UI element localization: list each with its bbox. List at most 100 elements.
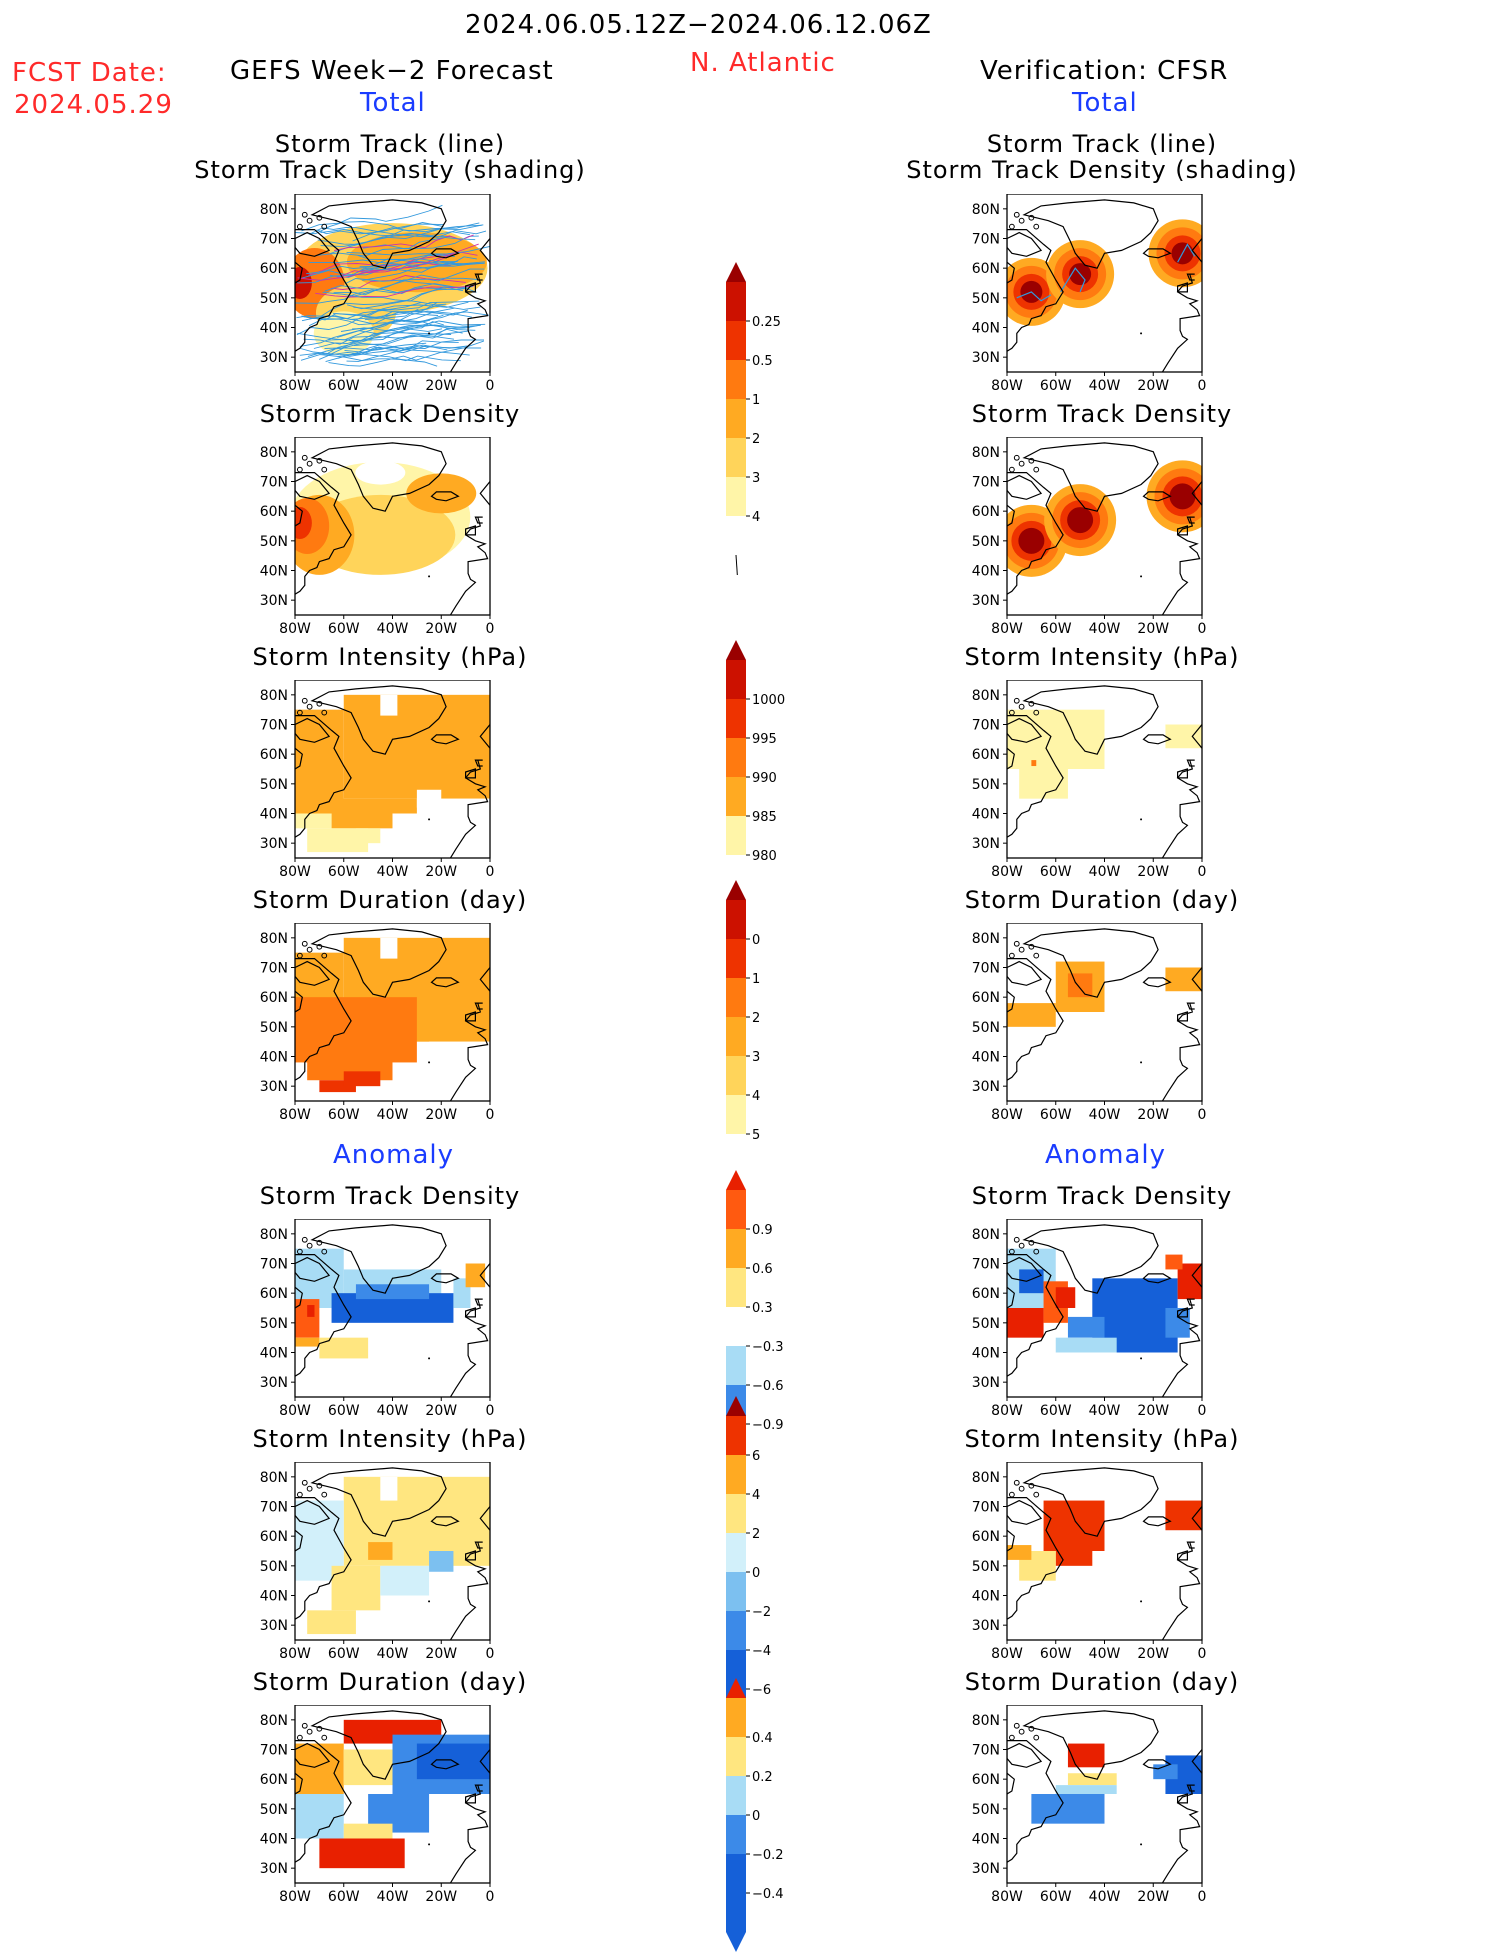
lon-tick-label: 80W <box>991 864 1023 880</box>
colorbar-segment <box>726 699 746 738</box>
lon-tick-label: 20W <box>425 1646 457 1662</box>
coastline <box>295 1467 490 1640</box>
colorbar-tick-label: 6 <box>752 1449 760 1464</box>
map-left-anom-intensity: 80N 70N 60N 50N 40N 30N 80W 60W 40W 20W 0 <box>235 1462 497 1662</box>
colorbar-tick-label: 0 <box>752 933 760 948</box>
colorbar-segment <box>726 321 746 360</box>
lat-tick-label: 70N <box>972 232 1000 248</box>
lon-tick-label: 60W <box>328 1107 360 1123</box>
lat-tick-label: 50N <box>260 1316 288 1332</box>
lat-tick-label: 40N <box>260 564 288 580</box>
lat-tick-label: 30N <box>972 593 1000 609</box>
lon-tick-label: 80W <box>279 864 311 880</box>
lat-tick-label: 70N <box>972 1500 1000 1516</box>
lat-tick-label: 30N <box>972 1079 1000 1095</box>
colorbar-tick-label: 985 <box>752 810 777 825</box>
lat-tick-label: 30N <box>260 593 288 609</box>
lat-tick-label: 30N <box>972 350 1000 366</box>
axes: 80N 70N 60N 50N 40N 30N 80W 60W 40W 20W 0 <box>972 437 1206 637</box>
lat-tick-label: 70N <box>972 718 1000 734</box>
lat-tick-label: 40N <box>972 1832 1000 1848</box>
lat-tick-label: 50N <box>972 1316 1000 1332</box>
colorbar-segment <box>726 1346 746 1385</box>
right-column-title: Verification: CFSR <box>980 56 1229 86</box>
lon-tick-label: 60W <box>1040 1107 1072 1123</box>
map-right-anom-intensity: 80N 70N 60N 50N 40N 30N 80W 60W 40W 20W 0 <box>947 1462 1209 1662</box>
coastline <box>295 685 490 858</box>
colorbar-segment <box>726 1134 746 1173</box>
coastline <box>1007 199 1202 372</box>
lon-tick-label: 60W <box>328 621 360 637</box>
lat-tick-label: 50N <box>260 1559 288 1575</box>
colorbar-tick-label: 2 <box>752 432 760 447</box>
lon-tick-label: 60W <box>1040 1403 1072 1419</box>
colorbar-tick-label: 990 <box>752 771 777 786</box>
lon-tick-label: 60W <box>328 864 360 880</box>
colorbar-tick-label: 0 <box>752 1566 760 1581</box>
colorbar-tick-label: 0.5 <box>752 354 773 369</box>
lat-tick-label: 50N <box>972 777 1000 793</box>
lon-tick-label: 60W <box>1040 378 1072 394</box>
lat-tick-label: 80N <box>260 202 288 218</box>
colorbar-tick-label: −0.4 <box>752 1887 784 1902</box>
colorbar-tick-label: 1 <box>752 972 760 987</box>
coastline <box>1007 1710 1202 1883</box>
colorbar-tick-label: 4 <box>752 1089 760 1104</box>
colorbar-segment <box>726 477 746 516</box>
lat-tick-label: 60N <box>260 504 288 520</box>
coastline <box>1007 928 1202 1101</box>
coastline <box>295 1224 490 1397</box>
lat-tick-label: 80N <box>972 1713 1000 1729</box>
colorbar-tick-label: −0.2 <box>752 1848 784 1863</box>
lon-tick-label: 60W <box>1040 1889 1072 1905</box>
lon-tick-label: 40W <box>377 1889 409 1905</box>
colorbar-tick-label: −0.6 <box>752 1379 784 1394</box>
lon-tick-label: 0 <box>486 1646 495 1662</box>
lat-tick-label: 70N <box>260 232 288 248</box>
lat-tick-label: 70N <box>260 1500 288 1516</box>
lat-tick-label: 80N <box>972 445 1000 461</box>
lat-tick-label: 30N <box>260 836 288 852</box>
lat-tick-label: 50N <box>972 1559 1000 1575</box>
lon-tick-label: 40W <box>1089 1403 1121 1419</box>
lon-tick-label: 60W <box>328 1889 360 1905</box>
colorbar-tick-label: 3 <box>752 1050 760 1065</box>
axes: 80N 70N 60N 50N 40N 30N 80W 60W 40W 20W 0 <box>972 1462 1207 1662</box>
lat-tick-label: 30N <box>260 350 288 366</box>
lon-tick-label: 60W <box>1040 864 1072 880</box>
lon-tick-label: 80W <box>279 1889 311 1905</box>
lat-tick-label: 70N <box>260 475 288 491</box>
lon-tick-label: 80W <box>991 1107 1023 1123</box>
lat-tick-label: 40N <box>972 1589 1000 1605</box>
colorbar-arrow-bottom <box>726 1932 746 1952</box>
map-left-anom-density: 80N 70N 60N 50N 40N 30N 80W 60W 40W 20W 0 <box>235 1219 497 1419</box>
colorbar-arrow-top <box>726 1170 746 1190</box>
lon-tick-label: 0 <box>1198 1646 1207 1662</box>
lat-tick-label: 60N <box>260 1286 288 1302</box>
axes: 80N 70N 60N 50N 40N 30N 80W 60W 40W 20W 0 <box>260 923 494 1123</box>
lon-tick-label: 0 <box>1198 378 1207 394</box>
right-anom-density-title: Storm Track Density <box>971 1182 1233 1210</box>
lat-tick-label: 80N <box>260 1227 288 1243</box>
map-right-intensity: 80N 70N 60N 50N 40N 30N 80W 60W 40W 20W 0 <box>947 680 1209 880</box>
lon-tick-label: 60W <box>328 378 360 394</box>
lon-tick-label: 20W <box>425 864 457 880</box>
colorbar-tick-label: −2 <box>752 1605 771 1620</box>
right-duration-title: Storm Duration (day) <box>964 886 1240 914</box>
colorbar-tick-label: 0.2 <box>752 1770 773 1785</box>
lat-tick-label: 60N <box>260 261 288 277</box>
lon-tick-label: 20W <box>1137 1889 1169 1905</box>
fcst-date-value: 2024.05.29 <box>14 90 173 120</box>
colorbar-segment <box>726 516 746 555</box>
colorbar-total-intensity: 1000 995 990 985 980 <box>720 640 800 918</box>
left-anom-duration-title: Storm Duration (day) <box>252 1668 528 1696</box>
colorbar-tick-label: 4 <box>752 510 760 525</box>
colorbar-tick-label: −6 <box>752 1683 771 1698</box>
lat-tick-label: 40N <box>972 564 1000 580</box>
colorbar-segment <box>726 1572 746 1611</box>
colorbar-segment <box>726 1095 746 1134</box>
right-total-label: Total <box>1072 88 1138 118</box>
colorbar-arrow-top <box>726 1396 746 1416</box>
axes: 80N 70N 60N 50N 40N 30N 80W 60W 40W 20W 0 <box>260 680 494 880</box>
date-range-title: 2024.06.05.12Z−2024.06.12.06Z <box>465 10 932 40</box>
